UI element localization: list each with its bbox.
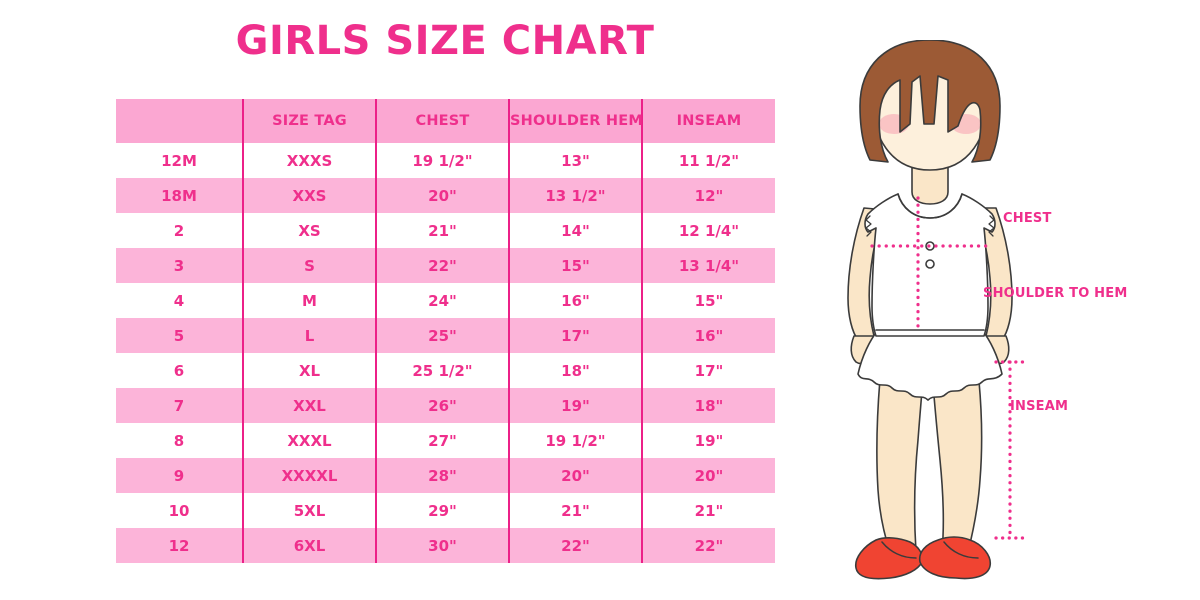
cell-chest: 25 1/2" [376, 353, 510, 388]
cell-size: 2 [116, 213, 244, 248]
table-row: 10 5XL 29" 21" 21" [116, 493, 775, 528]
shirt-neckline [897, 193, 963, 219]
cell-inseam: 21" [642, 493, 775, 528]
cell-size-tag: XL [243, 353, 377, 388]
table-row: 18M XXS 20" 13 1/2" 12" [116, 178, 775, 213]
table-row: 9 XXXXL 28" 20" 20" [116, 458, 775, 493]
cell-chest: 25" [376, 318, 510, 353]
cell-chest: 29" [376, 493, 510, 528]
cell-chest: 24" [376, 283, 510, 318]
table-row: 4 M 24" 16" 15" [116, 283, 775, 318]
cell-size: 12 [116, 528, 244, 563]
cell-size-tag: XXXXL [243, 458, 377, 493]
cell-shoulder-hem: 17" [509, 318, 643, 353]
cell-inseam: 20" [642, 458, 775, 493]
cell-shoulder-hem: 20" [509, 458, 643, 493]
cell-size-tag: L [243, 318, 377, 353]
cell-shoulder-hem: 16" [509, 283, 643, 318]
shoulder-ruffle-right [988, 215, 995, 237]
cell-inseam: 13 1/4" [642, 248, 775, 283]
cell-chest: 19 1/2" [376, 143, 510, 178]
cell-chest: 22" [376, 248, 510, 283]
column-header-shoulder-hem: SHOULDER HEM [509, 99, 643, 143]
measurement-label-inseam: INSEAM [1010, 399, 1069, 414]
cell-chest: 21" [376, 213, 510, 248]
cell-shoulder-hem: 18" [509, 353, 643, 388]
table-row: 6 XL 25 1/2" 18" 17" [116, 353, 775, 388]
cell-chest: 30" [376, 528, 510, 563]
measurement-label-shoulder-to-hem: SHOULDER TO HEM [983, 286, 1128, 301]
table-body: 12M XXXS 19 1/2" 13" 11 1/2" 18M XXS 20" 13 1/2"… [116, 143, 775, 563]
cell-inseam: 19" [642, 423, 775, 458]
cell-size-tag: XS [243, 213, 377, 248]
cell-size-tag: XXXL [243, 423, 377, 458]
cell-size: 6 [116, 353, 244, 388]
cell-chest: 20" [376, 178, 510, 213]
cell-size: 4 [116, 283, 244, 318]
cell-chest: 26" [376, 388, 510, 423]
shoe-right-strap [943, 541, 979, 559]
shirt-button-bottom [925, 259, 935, 269]
table-header-row: SIZE TAG CHEST SHOULDER HEM INSEAM [116, 99, 775, 143]
hair [859, 40, 1001, 163]
cell-size: 3 [116, 248, 244, 283]
cell-shoulder-hem: 13 1/2" [509, 178, 643, 213]
cell-shoulder-hem: 19" [509, 388, 643, 423]
cell-size-tag: S [243, 248, 377, 283]
column-header-size-tag: SIZE TAG [243, 99, 377, 143]
cell-size: 5 [116, 318, 244, 353]
size-chart-table: SIZE TAG CHEST SHOULDER HEM INSEAM 12M XX… [116, 99, 775, 563]
cell-inseam: 18" [642, 388, 775, 423]
shoe-right [918, 536, 992, 580]
shoulder-ruffle-left [865, 215, 872, 237]
cell-size: 12M [116, 143, 244, 178]
column-header-inseam: INSEAM [642, 99, 775, 143]
cell-size-tag: M [243, 283, 377, 318]
cell-size-tag: 5XL [243, 493, 377, 528]
girl-figure-illustration [820, 40, 1200, 580]
cell-size-tag: XXXS [243, 143, 377, 178]
table-row: 7 XXL 26" 19" 18" [116, 388, 775, 423]
cell-size-tag: XXS [243, 178, 377, 213]
measurement-label-chest: CHEST [1003, 211, 1052, 226]
cell-size: 10 [116, 493, 244, 528]
cell-chest: 28" [376, 458, 510, 493]
table-row: 12M XXXS 19 1/2" 13" 11 1/2" [116, 143, 775, 178]
cell-inseam: 22" [642, 528, 775, 563]
cell-inseam: 11 1/2" [642, 143, 775, 178]
cell-shoulder-hem: 22" [509, 528, 643, 563]
cell-inseam: 16" [642, 318, 775, 353]
table-row: 5 L 25" 17" 16" [116, 318, 775, 353]
cell-inseam: 12 1/4" [642, 213, 775, 248]
cell-inseam: 17" [642, 353, 775, 388]
table-head: SIZE TAG CHEST SHOULDER HEM INSEAM [116, 99, 775, 143]
cell-inseam: 12" [642, 178, 775, 213]
column-header-size [116, 99, 244, 143]
skirt [857, 329, 1003, 401]
table-row: 12 6XL 30" 22" 22" [116, 528, 775, 563]
cell-shoulder-hem: 15" [509, 248, 643, 283]
cell-size: 8 [116, 423, 244, 458]
cell-shoulder-hem: 21" [509, 493, 643, 528]
column-header-chest: CHEST [376, 99, 510, 143]
cell-size: 7 [116, 388, 244, 423]
table-row: 3 S 22" 15" 13 1/4" [116, 248, 775, 283]
cell-size-tag: XXL [243, 388, 377, 423]
table-row: 8 XXXL 27" 19 1/2" 19" [116, 423, 775, 458]
size-chart-table-container: SIZE TAG CHEST SHOULDER HEM INSEAM 12M XX… [116, 99, 775, 563]
cell-size: 9 [116, 458, 244, 493]
cell-shoulder-hem: 19 1/2" [509, 423, 643, 458]
cell-size-tag: 6XL [243, 528, 377, 563]
table-row: 2 XS 21" 14" 12 1/4" [116, 213, 775, 248]
shoe-left-strap [881, 541, 917, 559]
cell-shoulder-hem: 14" [509, 213, 643, 248]
cell-size: 18M [116, 178, 244, 213]
cell-inseam: 15" [642, 283, 775, 318]
cell-chest: 27" [376, 423, 510, 458]
cell-shoulder-hem: 13" [509, 143, 643, 178]
page-title: GIRLS SIZE CHART [235, 18, 655, 64]
shoe-left [854, 537, 924, 580]
